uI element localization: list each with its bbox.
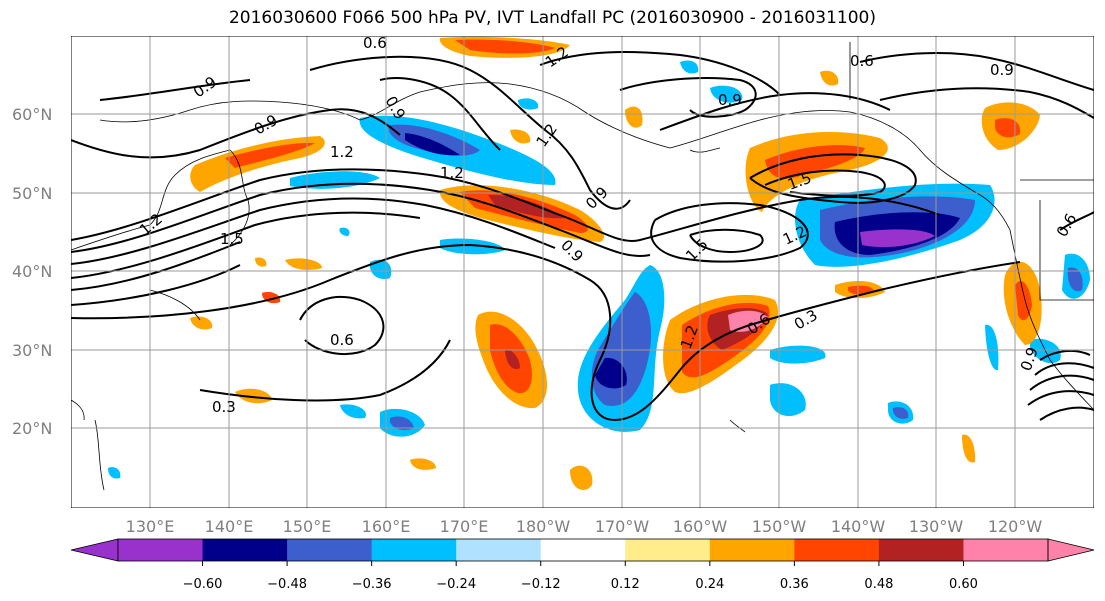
longitude-label: 130°W xyxy=(909,517,964,536)
colorbar-tick-label: −0.36 xyxy=(352,577,392,592)
colorbar-segment xyxy=(118,539,204,561)
latitude-label: 30°N xyxy=(12,341,52,360)
colorbar-segment xyxy=(794,539,880,561)
colorbar-tick-label: 0.12 xyxy=(611,577,640,592)
longitude-label: 130°E xyxy=(126,517,175,536)
colorbar-outline xyxy=(117,538,1049,562)
colorbar-segment xyxy=(963,539,1049,561)
latitude-label: 50°N xyxy=(12,184,52,203)
longitude-label: 170°E xyxy=(440,517,489,536)
colorbar-tick-label: −0.60 xyxy=(183,577,223,592)
map-title: 2016030600 F066 500 hPa PV, IVT Landfall… xyxy=(228,8,876,28)
contour-label: 0.9 xyxy=(990,61,1014,79)
pv-contours xyxy=(71,51,1094,422)
longitude-label: 180°W xyxy=(516,517,571,536)
contour-label: 0.6 xyxy=(330,331,354,349)
colorbar-tick-label: 0.24 xyxy=(695,577,724,592)
colorbar-segment xyxy=(202,539,288,561)
longitude-label: 120°W xyxy=(988,517,1043,536)
colorbar-tick-label: −0.12 xyxy=(521,577,561,592)
longitude-label: 150°W xyxy=(752,517,807,536)
contour-label: 1.2 xyxy=(440,164,464,182)
longitude-label: 140°W xyxy=(831,517,886,536)
latitude-label: 20°N xyxy=(12,419,52,438)
colorbar-tick-labels: −0.60 −0.48 −0.36 −0.24 −0.12 0.12 0.24 0.36 0.4… xyxy=(183,561,978,592)
map-panel: 0.6 0.9 0.9 1.2 1.2 1.2 1.5 1.2 1.2 0.9 … xyxy=(71,34,1094,508)
latitude-label: 60°N xyxy=(12,105,52,124)
colorbar-tick-label: 0.36 xyxy=(780,577,809,592)
longitude-label: 140°E xyxy=(205,517,254,536)
contour-label: 1.5 xyxy=(220,230,244,248)
colorbar-segment xyxy=(540,539,626,561)
colorbar-segment xyxy=(371,539,457,561)
longitude-label: 170°W xyxy=(595,517,650,536)
contour-label: 0.3 xyxy=(212,398,236,416)
latitude-label: 40°N xyxy=(12,262,52,281)
longitude-labels: 130°E 140°E 150°E 160°E 170°E 180°W 170°… xyxy=(126,517,1043,536)
colorbar-segments xyxy=(70,538,1095,562)
colorbar-segment xyxy=(709,539,795,561)
colorbar-extend-low xyxy=(70,538,119,562)
colorbar-tick-label: −0.24 xyxy=(436,577,476,592)
colorbar-segment xyxy=(625,539,711,561)
longitude-label: 160°E xyxy=(362,517,411,536)
contour-label: 1.2 xyxy=(330,143,354,161)
colorbar-segment xyxy=(878,539,964,561)
longitude-label: 150°E xyxy=(283,517,332,536)
colorbar-tick-label: 0.48 xyxy=(864,577,893,592)
colorbar-tick-label: −0.48 xyxy=(267,577,307,592)
colorbar-segment xyxy=(287,539,373,561)
contour-label: 0.9 xyxy=(718,91,742,109)
colorbar-segment xyxy=(456,539,542,561)
contour-label: 0.6 xyxy=(850,52,874,70)
coastlines xyxy=(71,42,1094,491)
gridlines xyxy=(71,36,1094,508)
colorbar: −0.60 −0.48 −0.36 −0.24 −0.12 0.12 0.24 0.36 0.4… xyxy=(70,538,1095,592)
colorbar-tick-label: 0.60 xyxy=(949,577,978,592)
longitude-label: 160°W xyxy=(673,517,728,536)
latitude-labels: 60°N 50°N 40°N 30°N 20°N xyxy=(12,105,52,438)
contour-label: 0.6 xyxy=(363,34,387,52)
colorbar-extend-high xyxy=(1047,538,1095,562)
